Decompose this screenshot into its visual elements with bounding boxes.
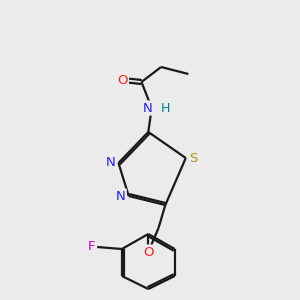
Text: F: F: [88, 241, 95, 254]
Text: N: N: [142, 101, 152, 115]
Text: H: H: [160, 101, 170, 115]
Text: O: O: [118, 74, 128, 86]
Text: N: N: [106, 157, 116, 169]
Text: S: S: [189, 152, 198, 164]
Text: O: O: [143, 245, 154, 259]
Text: N: N: [116, 190, 126, 202]
